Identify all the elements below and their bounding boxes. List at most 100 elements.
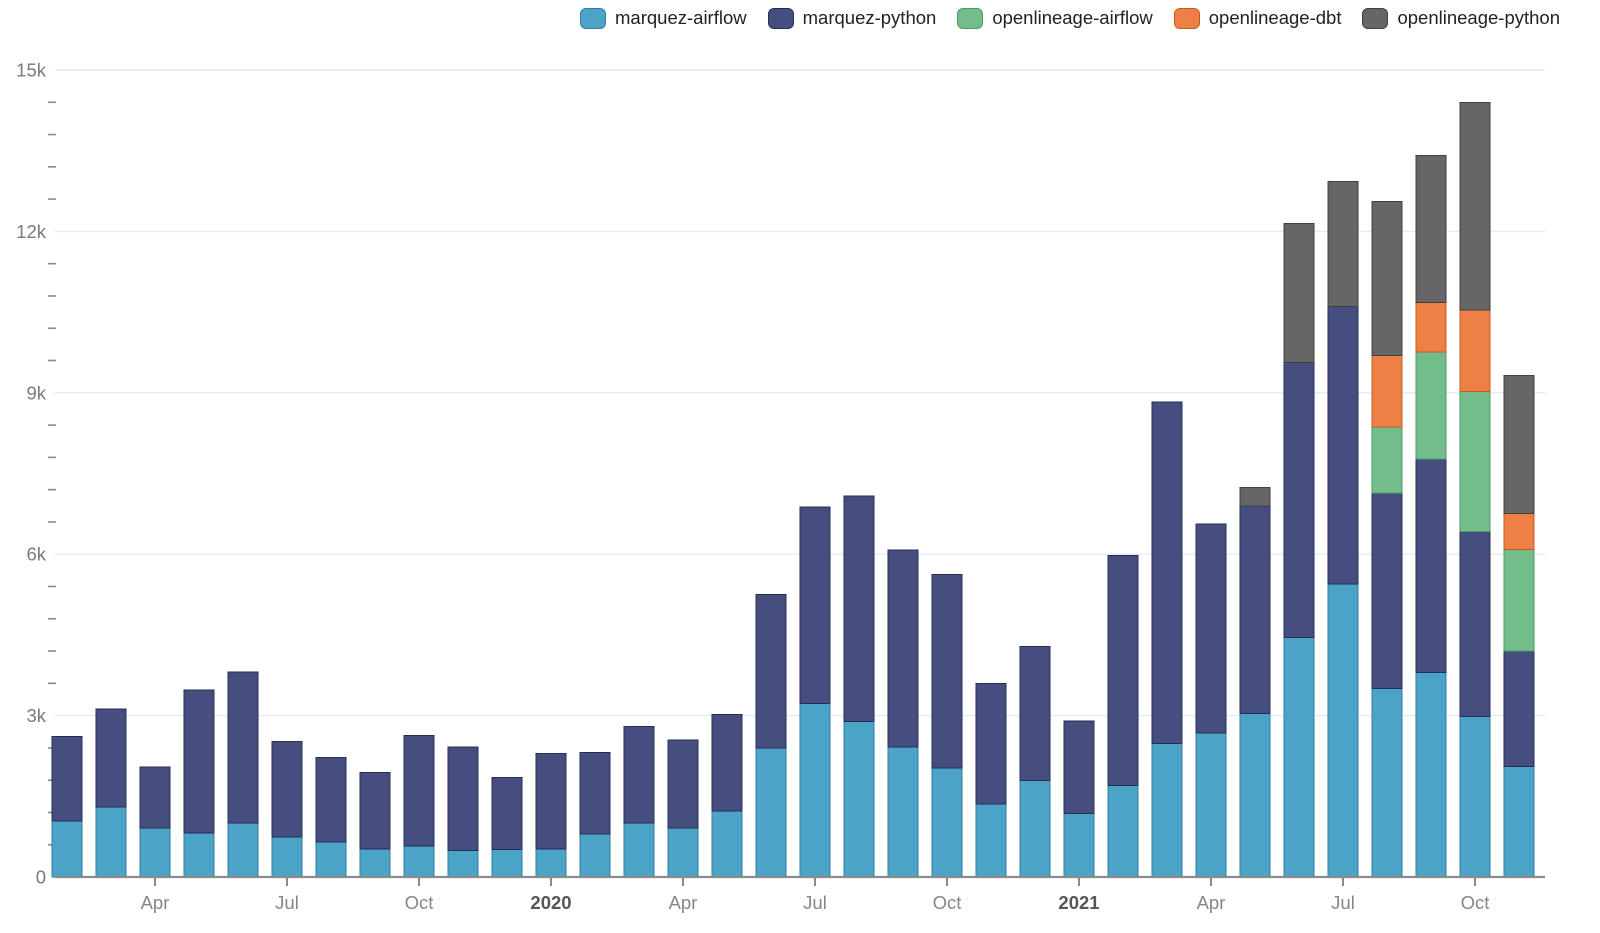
bar-segment-marquez-airflow[interactable] (1283, 637, 1315, 878)
bar-segment-marquez-python[interactable] (667, 739, 699, 829)
bar-segment-marquez-python[interactable] (491, 776, 523, 850)
bar-segment-openlineage-python[interactable] (1327, 180, 1359, 308)
bar-segment-marquez-python[interactable] (1459, 531, 1491, 718)
bar-segment-marquez-python[interactable] (755, 593, 787, 749)
bar-segment-marquez-airflow[interactable] (227, 822, 259, 878)
legend-item-openlineage-dbt[interactable]: openlineage-dbt (1173, 7, 1341, 29)
bar-segment-marquez-airflow[interactable] (1239, 712, 1271, 878)
bar-segment-marquez-airflow[interactable] (799, 702, 831, 878)
bar-segment-marquez-airflow[interactable] (975, 803, 1007, 878)
legend-item-openlineage-python[interactable]: openlineage-python (1362, 7, 1560, 29)
bar-segment-marquez-python[interactable] (1151, 401, 1183, 745)
legend-item-marquez-airflow[interactable]: marquez-airflow (580, 7, 747, 29)
bar-segment-marquez-airflow[interactable] (95, 806, 127, 878)
bar-segment-marquez-python[interactable] (1195, 523, 1227, 734)
bar-segment-marquez-python[interactable] (1283, 362, 1315, 639)
bar-segment-marquez-airflow[interactable] (1063, 813, 1095, 878)
bar-segment-marquez-airflow[interactable] (887, 746, 919, 878)
bar-segment-marquez-airflow[interactable] (51, 820, 83, 878)
bar-segment-marquez-airflow[interactable] (1107, 785, 1139, 878)
bar-segment-marquez-airflow[interactable] (315, 841, 347, 878)
bar-segment-marquez-airflow[interactable] (535, 848, 567, 878)
bar-segment-marquez-python[interactable] (887, 549, 919, 748)
bar-segment-openlineage-dbt[interactable] (1459, 309, 1491, 393)
y-axis-label: 9k (26, 382, 46, 403)
bar-segment-marquez-airflow[interactable] (1327, 583, 1359, 878)
x-axis-label: Apr (669, 892, 698, 913)
x-axis-label: Apr (141, 892, 170, 913)
bar-segment-marquez-airflow[interactable] (447, 850, 479, 878)
bar-segment-marquez-airflow[interactable] (183, 832, 215, 878)
bar-segment-marquez-python[interactable] (1019, 645, 1051, 782)
bar-segment-openlineage-airflow[interactable] (1415, 351, 1447, 460)
bar-segment-marquez-python[interactable] (1239, 505, 1271, 714)
bar-segment-marquez-python[interactable] (95, 708, 127, 808)
bar-segment-marquez-airflow[interactable] (1019, 780, 1051, 878)
bar-segment-marquez-python[interactable] (403, 735, 435, 847)
bar-segment-marquez-python[interactable] (271, 740, 303, 838)
bar-segment-marquez-python[interactable] (579, 751, 611, 835)
bar-segment-marquez-python[interactable] (1063, 720, 1095, 815)
bar-segment-marquez-airflow[interactable] (491, 848, 523, 878)
bar-segment-openlineage-python[interactable] (1239, 486, 1271, 507)
bar-segment-openlineage-python[interactable] (1503, 375, 1535, 514)
bar-segment-marquez-airflow[interactable] (1459, 716, 1491, 878)
x-axis-label: Oct (933, 892, 962, 913)
bar-segment-marquez-python[interactable] (535, 752, 567, 850)
bar-segment-marquez-python[interactable] (931, 573, 963, 769)
x-axis-label: 2020 (530, 892, 571, 913)
bar-segment-openlineage-dbt[interactable] (1415, 301, 1447, 353)
legend-label: openlineage-airflow (992, 7, 1153, 28)
bar-segment-marquez-airflow[interactable] (1151, 743, 1183, 878)
bar-segment-marquez-python[interactable] (1327, 306, 1359, 585)
bar-segment-marquez-airflow[interactable] (271, 836, 303, 878)
bar-segment-marquez-python[interactable] (799, 506, 831, 704)
legend-label: marquez-python (802, 7, 937, 28)
bar-segment-marquez-python[interactable] (843, 495, 875, 723)
bar-segment-marquez-airflow[interactable] (1195, 732, 1227, 878)
bar-segment-marquez-airflow[interactable] (1371, 688, 1403, 878)
bar-segment-marquez-airflow[interactable] (667, 827, 699, 878)
legend-swatch-icon (1362, 7, 1389, 29)
bar-segment-marquez-python[interactable] (1503, 650, 1535, 768)
bar-segment-marquez-python[interactable] (975, 683, 1007, 805)
legend-item-openlineage-airflow[interactable]: openlineage-airflow (957, 7, 1153, 29)
bar-segment-marquez-airflow[interactable] (623, 822, 655, 878)
bar-segment-marquez-python[interactable] (359, 772, 391, 850)
bar-segment-openlineage-airflow[interactable] (1503, 548, 1535, 652)
legend-item-marquez-python[interactable]: marquez-python (767, 7, 937, 29)
y-axis-label: 12k (16, 221, 47, 242)
x-axis-label: 2021 (1058, 892, 1099, 913)
bar-segment-marquez-airflow[interactable] (1503, 766, 1535, 878)
bar-segment-marquez-airflow[interactable] (403, 845, 435, 878)
bar-segment-marquez-python[interactable] (315, 757, 347, 843)
bar-segment-marquez-python[interactable] (139, 766, 171, 829)
bar-segment-marquez-airflow[interactable] (711, 810, 743, 878)
bar-segment-openlineage-airflow[interactable] (1459, 391, 1491, 533)
bar-segment-marquez-python[interactable] (1107, 554, 1139, 787)
bar-segment-marquez-python[interactable] (227, 671, 259, 824)
bar-segment-marquez-python[interactable] (1371, 492, 1403, 690)
bar-segment-marquez-python[interactable] (623, 725, 655, 824)
bar-segment-marquez-python[interactable] (447, 746, 479, 852)
bar-segment-marquez-airflow[interactable] (579, 833, 611, 878)
x-axis-label: Jul (1331, 892, 1355, 913)
bar-segment-openlineage-python[interactable] (1283, 222, 1315, 364)
bar-segment-openlineage-airflow[interactable] (1371, 426, 1403, 494)
bar-segment-marquez-airflow[interactable] (359, 848, 391, 878)
legend-swatch-icon (580, 7, 607, 29)
bar-segment-openlineage-python[interactable] (1415, 155, 1447, 303)
bar-segment-marquez-airflow[interactable] (1415, 672, 1447, 878)
bar-segment-openlineage-python[interactable] (1459, 101, 1491, 311)
bar-segment-marquez-airflow[interactable] (139, 827, 171, 878)
bar-segment-marquez-python[interactable] (1415, 458, 1447, 674)
bar-segment-openlineage-dbt[interactable] (1371, 355, 1403, 428)
bar-segment-marquez-python[interactable] (183, 689, 215, 834)
bar-segment-marquez-python[interactable] (51, 736, 83, 822)
bar-segment-marquez-python[interactable] (711, 713, 743, 812)
bar-segment-openlineage-python[interactable] (1371, 200, 1403, 357)
bar-segment-marquez-airflow[interactable] (755, 747, 787, 878)
bar-segment-marquez-airflow[interactable] (931, 767, 963, 878)
bar-segment-marquez-airflow[interactable] (843, 721, 875, 878)
bar-segment-openlineage-dbt[interactable] (1503, 512, 1535, 550)
